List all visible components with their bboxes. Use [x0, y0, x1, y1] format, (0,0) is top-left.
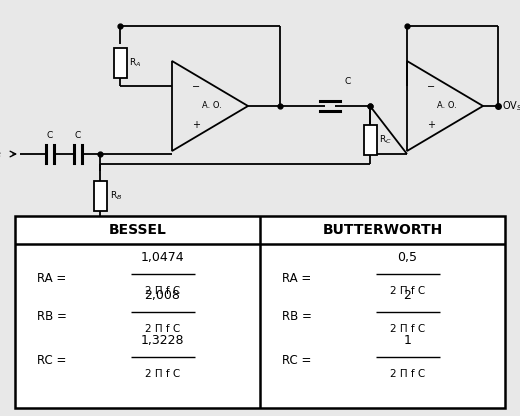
Text: RA =: RA = [282, 272, 311, 285]
Text: C: C [75, 131, 81, 140]
Text: RA =: RA = [37, 272, 66, 285]
Bar [15, 216, 505, 408]
Text: R$_C$: R$_C$ [379, 134, 392, 146]
Text: BUTTERWORTH: BUTTERWORTH [322, 223, 443, 237]
Text: 1: 1 [404, 334, 411, 347]
Text: A. O.: A. O. [437, 102, 457, 111]
Text: RB =: RB = [37, 310, 67, 322]
Text: OV$_S$: OV$_S$ [502, 99, 520, 113]
Text: RB =: RB = [282, 310, 312, 322]
Text: 1,3228: 1,3228 [141, 334, 184, 347]
Text: R$_A$: R$_A$ [129, 57, 141, 69]
Text: A. O.: A. O. [202, 102, 222, 111]
Text: BESSEL: BESSEL [109, 223, 166, 237]
Text: 2,008: 2,008 [145, 289, 180, 302]
Text: C: C [345, 77, 351, 86]
Text: +: + [191, 120, 200, 130]
Text: +: + [426, 120, 435, 130]
Text: 2 Π f C: 2 Π f C [145, 286, 180, 296]
Bar [113, 48, 126, 78]
Bar [94, 181, 107, 211]
Text: 2 Π f C: 2 Π f C [390, 369, 425, 379]
Text: 2 Π f C: 2 Π f C [390, 324, 425, 334]
Text: R$_B$: R$_B$ [110, 190, 122, 202]
Bar [363, 125, 376, 155]
Text: −: − [191, 82, 200, 92]
Text: C: C [47, 131, 53, 140]
Text: 2: 2 [404, 289, 411, 302]
Text: −: − [426, 82, 435, 92]
Text: 2 Π f C: 2 Π f C [145, 324, 180, 334]
Text: RC =: RC = [282, 354, 311, 367]
Text: 1,0474: 1,0474 [141, 251, 184, 264]
Text: 2 Π f C: 2 Π f C [390, 286, 425, 296]
Text: RC =: RC = [37, 354, 67, 367]
Text: 2 Π f C: 2 Π f C [145, 369, 180, 379]
Text: Ve: Ve [0, 149, 2, 159]
Text: 0,5: 0,5 [397, 251, 418, 264]
